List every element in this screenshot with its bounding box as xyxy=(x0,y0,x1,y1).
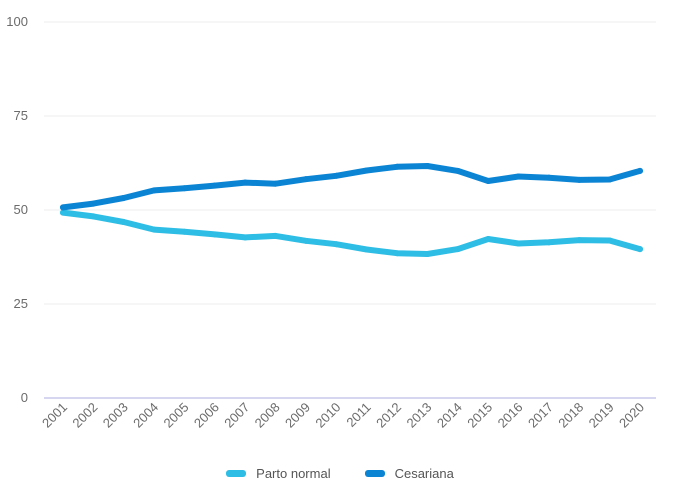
data-point-series-1-2003 xyxy=(120,194,127,201)
legend-item-series-0: Parto normal xyxy=(226,465,331,481)
data-point-series-0-2018 xyxy=(576,237,583,244)
x-tick-label-13: 2014 xyxy=(434,400,465,431)
y-axis-ticks: 0 25 50 75 100 xyxy=(6,14,28,405)
data-point-series-1-2012 xyxy=(394,163,401,170)
data-point-series-1-2001 xyxy=(60,204,66,211)
y-tick-label-2: 50 xyxy=(14,202,28,217)
series-line-0 xyxy=(60,209,643,257)
data-point-series-0-2016 xyxy=(515,240,522,247)
x-tick-label-1: 2002 xyxy=(69,400,100,431)
legend-swatch-series-0 xyxy=(226,469,247,477)
x-tick-label-19: 2020 xyxy=(616,400,647,431)
x-tick-label-16: 2017 xyxy=(525,400,556,431)
data-point-series-0-2013 xyxy=(424,250,431,257)
x-tick-label-18: 2019 xyxy=(586,400,617,431)
y-tick-label-0: 0 xyxy=(21,390,28,405)
data-point-series-1-2017 xyxy=(545,174,552,181)
legend-item-series-1: Cesariana xyxy=(364,465,454,481)
x-tick-label-8: 2009 xyxy=(282,400,313,431)
x-tick-label-3: 2004 xyxy=(130,400,161,431)
y-tick-label-1: 25 xyxy=(14,296,28,311)
series-lines xyxy=(60,163,643,257)
legend-swatch-series-1 xyxy=(364,469,385,477)
x-tick-label-5: 2006 xyxy=(191,400,222,431)
data-point-series-1-2007 xyxy=(242,179,249,186)
data-point-series-1-2009 xyxy=(302,176,309,183)
legend: Parto normal Cesariana xyxy=(0,462,680,484)
data-point-series-1-2005 xyxy=(181,185,188,192)
legend-label-series-0: Parto normal xyxy=(256,465,331,481)
data-point-series-0-2005 xyxy=(181,228,188,235)
series-line-1 xyxy=(60,163,643,211)
data-point-series-0-2015 xyxy=(485,235,492,242)
data-point-series-0-2001 xyxy=(60,209,66,216)
data-point-series-1-2004 xyxy=(151,187,158,194)
x-tick-label-14: 2015 xyxy=(464,400,495,431)
x-tick-label-15: 2016 xyxy=(495,400,526,431)
data-point-series-1-2014 xyxy=(454,167,461,174)
x-tick-label-0: 2001 xyxy=(39,400,70,431)
data-point-series-1-2018 xyxy=(576,176,583,183)
data-point-series-0-2012 xyxy=(394,250,401,257)
x-tick-label-9: 2010 xyxy=(312,400,343,431)
data-point-series-1-2011 xyxy=(363,167,370,174)
gridlines xyxy=(44,21,656,399)
data-point-series-1-2010 xyxy=(333,172,340,179)
data-point-series-0-2011 xyxy=(363,246,370,253)
x-tick-label-11: 2012 xyxy=(373,400,404,431)
y-tick-label-4: 100 xyxy=(6,14,28,29)
data-point-series-0-2014 xyxy=(454,246,461,253)
data-point-series-0-2020 xyxy=(637,246,643,253)
x-axis-ticks: 2001 2002 2003 2004 2005 2006 2007 2008 2009 2010… xyxy=(39,400,647,431)
data-point-series-0-2003 xyxy=(120,219,127,226)
data-point-series-1-2015 xyxy=(485,178,492,185)
x-tick-label-10: 2011 xyxy=(343,400,373,430)
data-point-series-1-2013 xyxy=(424,163,431,170)
data-point-series-1-2016 xyxy=(515,173,522,180)
data-point-series-0-2007 xyxy=(242,234,249,241)
x-tick-label-7: 2008 xyxy=(252,400,283,431)
legend-label-series-1: Cesariana xyxy=(394,465,454,481)
data-point-series-1-2020 xyxy=(637,167,643,174)
data-point-series-1-2006 xyxy=(211,182,218,189)
x-tick-label-4: 2005 xyxy=(161,400,192,431)
data-point-series-0-2004 xyxy=(151,226,158,233)
data-point-series-1-2002 xyxy=(90,200,97,207)
data-point-series-0-2006 xyxy=(211,231,218,238)
y-tick-label-3: 75 xyxy=(14,108,28,123)
x-tick-label-6: 2007 xyxy=(221,400,252,431)
data-point-series-1-2008 xyxy=(272,180,279,187)
data-point-series-0-2010 xyxy=(333,241,340,248)
data-point-series-0-2002 xyxy=(90,213,97,220)
data-point-series-0-2019 xyxy=(606,237,613,244)
data-point-series-1-2019 xyxy=(606,176,613,183)
data-point-series-0-2009 xyxy=(302,237,309,244)
x-tick-label-17: 2018 xyxy=(555,400,586,431)
data-point-series-0-2017 xyxy=(545,239,552,246)
x-tick-label-12: 2013 xyxy=(403,400,434,431)
data-point-series-0-2008 xyxy=(272,232,279,239)
x-tick-label-2: 2003 xyxy=(100,400,131,431)
